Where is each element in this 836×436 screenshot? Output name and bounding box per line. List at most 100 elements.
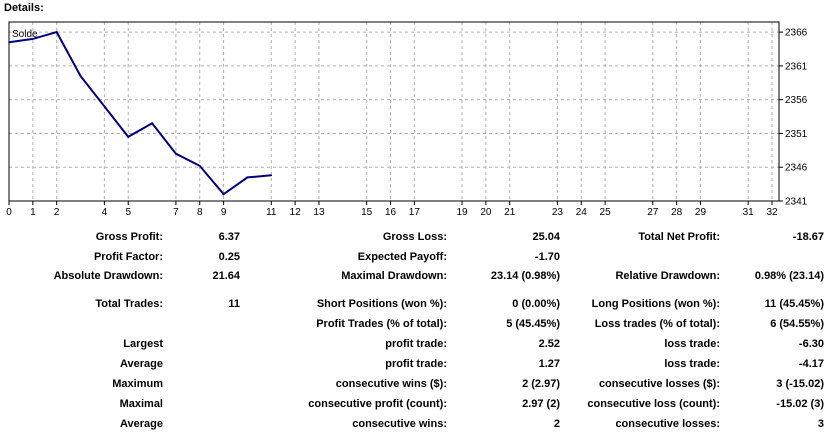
gross-profit-value: 6.37 [218,231,240,243]
x-tick-label: 27 [647,207,659,218]
profit-factor-value: 0.25 [218,251,240,263]
loss-trades-value: 6 (54.55%) [770,318,824,330]
profit-trades-label: Profit Trades (% of total): [316,318,447,330]
y-tick-label: 2346 [785,163,808,174]
maximal-consec-loss-value: -15.02 (3) [776,398,824,410]
data-point [79,75,82,77]
profit-factor-label: Profit Factor: [93,251,163,263]
absolute-drawdown-label: Absolute Drawdown: [53,270,163,282]
x-tick-label: 0 [6,207,12,218]
max-consec-losses-value: 3 (-15.02) [776,378,824,390]
y-tick-label: 2356 [785,95,808,106]
x-tick-label: 15 [361,207,373,218]
maximal-drawdown-label: Maximal Drawdown: [341,270,447,282]
series-line [8,30,272,196]
x-tick-label: 8 [197,207,203,218]
average-profit-value: 1.27 [538,358,560,370]
x-tick-label: 2 [54,207,60,218]
maximal-consec-profit-label: consecutive profit (count): [308,398,447,410]
short-positions-value: 0 (0.00%) [512,298,560,310]
data-point [55,31,58,33]
max-consec-wins-value: 2 (2.97) [522,378,560,390]
chart-grid [8,22,779,202]
largest-profit-label: profit trade: [385,338,447,350]
long-positions-value: 11 (45.45%) [764,298,824,310]
avg-consec-losses-label: consecutive losses: [615,418,720,430]
chart-legend: Solde [12,29,38,40]
loss-trades-label: Loss trades (% of total): [594,318,720,330]
x-tick-label: 32 [766,207,778,218]
x-tick-label: 13 [313,207,325,218]
data-point [270,174,273,177]
x-tick-label: 11 [266,207,277,218]
avg-consec-wins-label: consecutive wins: [352,418,447,430]
x-tick-label: 31 [743,207,755,218]
maximum-label: Maximum [112,378,163,390]
data-point [127,136,130,138]
x-tick-label: 1 [30,207,36,218]
y-tick-label: 2366 [785,28,808,39]
relative-drawdown-value: 0.98% (23.14) [754,270,824,282]
total-net-profit-value: -18.67 [792,231,824,243]
plot-frame [8,21,780,202]
maximal-consec-profit-value: 2.97 (2) [522,398,560,410]
largest-label: Largest [123,338,163,350]
y-axis: 2366 2361 2356 2351 2346 2341 [779,28,808,208]
average-consec-label: Average [119,418,163,430]
expected-payoff-value: -1.70 [534,251,560,263]
x-tick-label: 4 [102,207,108,218]
avg-consec-wins-value: 2 [553,418,560,430]
data-point [8,41,10,44]
data-point [222,193,225,196]
y-tick-label: 2361 [785,61,808,72]
x-tick-label: 9 [221,207,227,218]
relative-drawdown-label: Relative Drawdown: [615,270,720,282]
gross-loss-value: 25.04 [532,231,560,243]
absolute-drawdown-value: 21.64 [212,270,240,282]
average-loss-value: -4.17 [798,358,824,370]
average-loss-label: loss trade: [664,358,720,370]
data-point [246,176,249,179]
x-tick-label: 7 [173,207,179,218]
largest-loss-label: loss trade: [664,338,720,350]
profit-trades-value: 5 (45.45%) [506,318,560,330]
avg-consec-losses-value: 3 [817,418,824,430]
data-point [103,105,106,108]
x-axis: 0 1 2 4 5 7 8 9 11 12 13 15 16 17 19 20 21 23 24 25 27 28 29 31… [6,201,778,218]
average-profit-label: profit trade: [385,358,447,370]
x-tick-label: 16 [385,207,397,218]
x-tick-label: 19 [456,207,468,218]
average-label: Average [119,358,163,370]
x-tick-label: 25 [600,207,612,218]
total-net-profit-label: Total Net Profit: [638,231,720,243]
short-positions-label: Short Positions (won %): [316,298,447,310]
y-tick-label: 2341 [785,197,808,208]
x-tick-label: 17 [409,207,421,218]
x-tick-label: 5 [125,207,131,218]
x-tick-label: 20 [480,207,492,218]
x-tick-label: 29 [695,207,707,218]
data-point [175,152,177,155]
data-point [198,165,201,167]
x-tick-label: 23 [552,207,564,218]
long-positions-label: Long Positions (won %): [591,298,720,310]
maximal-label: Maximal [119,398,163,410]
maximal-drawdown-value: 23.14 (0.98%) [490,270,560,282]
largest-profit-value: 2.52 [538,338,560,350]
x-tick-label: 12 [290,207,302,218]
gross-loss-label: Gross Loss: [382,231,447,243]
largest-loss-value: -6.30 [798,338,824,350]
expected-payoff-label: Expected Payoff: [357,251,447,263]
y-tick-label: 2351 [785,129,808,140]
total-trades-value: 11 [228,298,240,310]
data-point [32,38,34,40]
data-point [151,122,153,125]
x-tick-label: 24 [576,207,588,218]
x-tick-label: 28 [671,207,683,218]
x-tick-label: 21 [504,207,516,218]
gross-profit-label: Gross Profit: [95,231,163,243]
maximal-consec-loss-label: consecutive loss (count): [587,398,720,410]
total-trades-label: Total Trades: [95,298,163,310]
max-consec-losses-label: consecutive losses ($): [598,378,720,390]
